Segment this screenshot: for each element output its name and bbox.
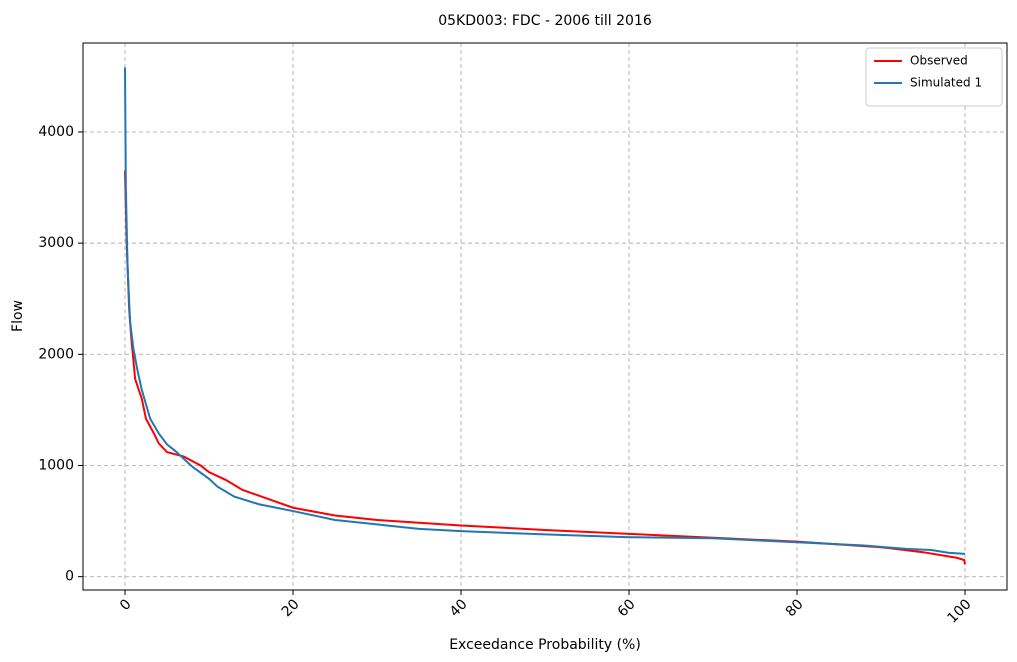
plot-frame	[82, 42, 1008, 591]
x-tick-label: 20	[279, 596, 303, 620]
x-tick-label: 80	[783, 596, 807, 620]
legend-label: Observed	[910, 54, 968, 68]
y-tick-label: 3000	[38, 235, 74, 251]
data-line	[124, 170, 966, 565]
y-tick-label: 4000	[38, 124, 74, 140]
y-tick-label: 1000	[38, 457, 74, 473]
x-tick-label: 0	[117, 596, 135, 614]
chart-title: 05KD003: FDC - 2006 till 2016	[438, 13, 652, 29]
x-axis-label: Exceedance Probability (%)	[449, 637, 641, 653]
x-tick-label: 100	[944, 596, 974, 626]
data-line	[124, 67, 966, 555]
x-tick-label: 40	[447, 596, 471, 620]
y-tick-label: 2000	[38, 346, 74, 362]
legend-box	[865, 47, 1003, 107]
legend-label: Simulated 1	[910, 76, 982, 90]
y-tick-label: 0	[65, 569, 74, 585]
x-tick-label: 60	[615, 596, 639, 620]
y-axis-label: Flow	[10, 300, 26, 332]
